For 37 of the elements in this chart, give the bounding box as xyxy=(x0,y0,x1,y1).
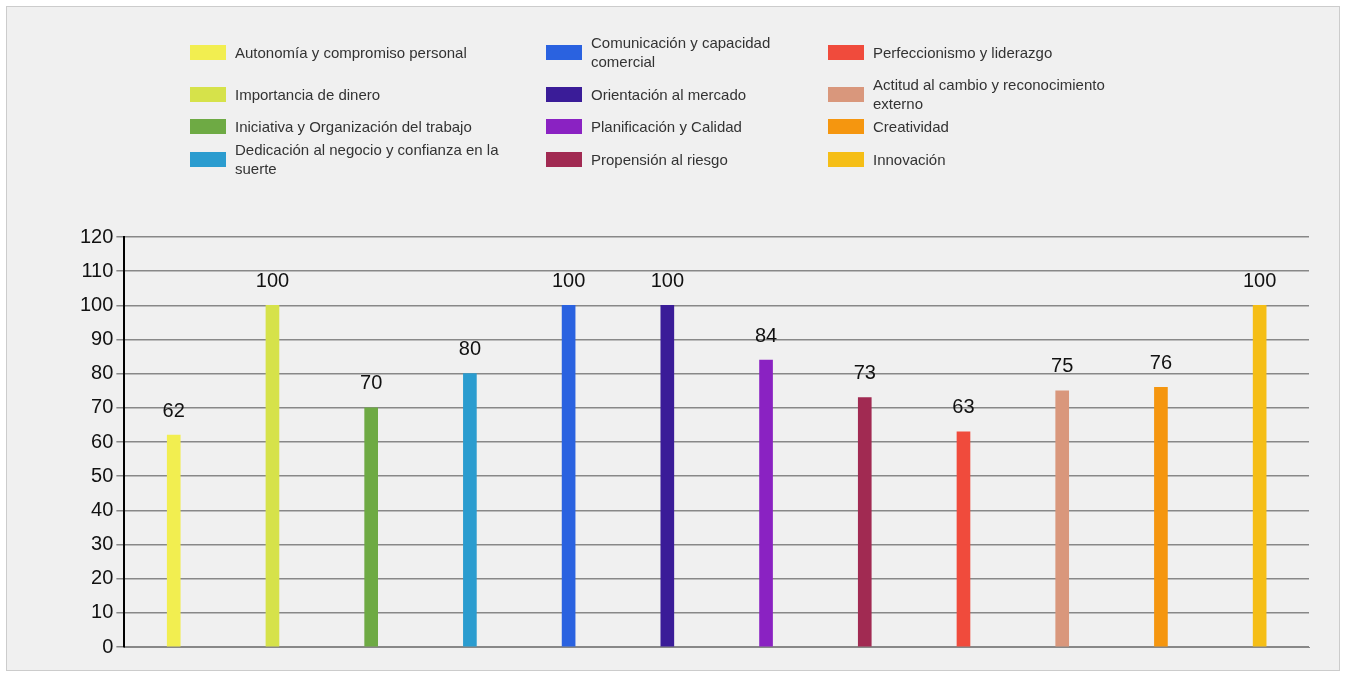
data-label: 70 xyxy=(360,371,383,394)
legend-label: Iniciativa y Organización del trabajo xyxy=(235,117,472,136)
y-tick-label: 0 xyxy=(102,634,114,657)
y-tick-label: 30 xyxy=(91,532,114,555)
legend-label: Creatividad xyxy=(873,117,949,136)
y-tick-label: 80 xyxy=(91,361,114,384)
data-label: 100 xyxy=(1242,268,1277,291)
data-label: 75 xyxy=(1051,354,1074,377)
legend-label: Perfeccionismo y liderazgo xyxy=(873,42,1053,62)
data-label: 73 xyxy=(853,361,876,384)
data-label: 100 xyxy=(255,268,290,291)
legend-label: Propensión al riesgo xyxy=(591,149,728,169)
y-tick-label: 90 xyxy=(91,327,114,350)
legend-label: Comunicación y capacidad comercial xyxy=(591,33,772,71)
legend-label: Actitud al cambio y reconocimiento externo xyxy=(873,75,1106,113)
legend-label: Orientación al mercado xyxy=(591,84,747,104)
legend-label: Innovación xyxy=(873,149,946,169)
y-tick-label: 60 xyxy=(91,429,114,452)
data-label: 80 xyxy=(458,337,482,360)
y-tick-label: 40 xyxy=(91,497,114,520)
legend-label: Dedicación al negocio y confianza en la suerte xyxy=(235,140,500,178)
y-tick-label: 50 xyxy=(91,463,114,486)
data-label: 100 xyxy=(551,268,586,291)
data-label: 100 xyxy=(650,268,685,291)
y-tick-label: 100 xyxy=(79,292,114,315)
data-label: 84 xyxy=(754,323,778,346)
data-label: 76 xyxy=(1149,350,1173,373)
data-label: 63 xyxy=(952,395,975,418)
legend-label: Autonomía y compromiso personal xyxy=(235,42,467,62)
y-tick-label: 10 xyxy=(91,600,114,623)
data-label: 62 xyxy=(162,398,185,421)
legend-label: Importancia de dinero xyxy=(235,84,381,104)
y-tick-label: 70 xyxy=(91,395,114,418)
y-tick-label: 120 xyxy=(79,224,114,247)
y-tick-label: 20 xyxy=(91,566,114,589)
y-tick-label: 110 xyxy=(81,258,114,281)
legend-label: Planificación y Calidad xyxy=(591,117,742,136)
